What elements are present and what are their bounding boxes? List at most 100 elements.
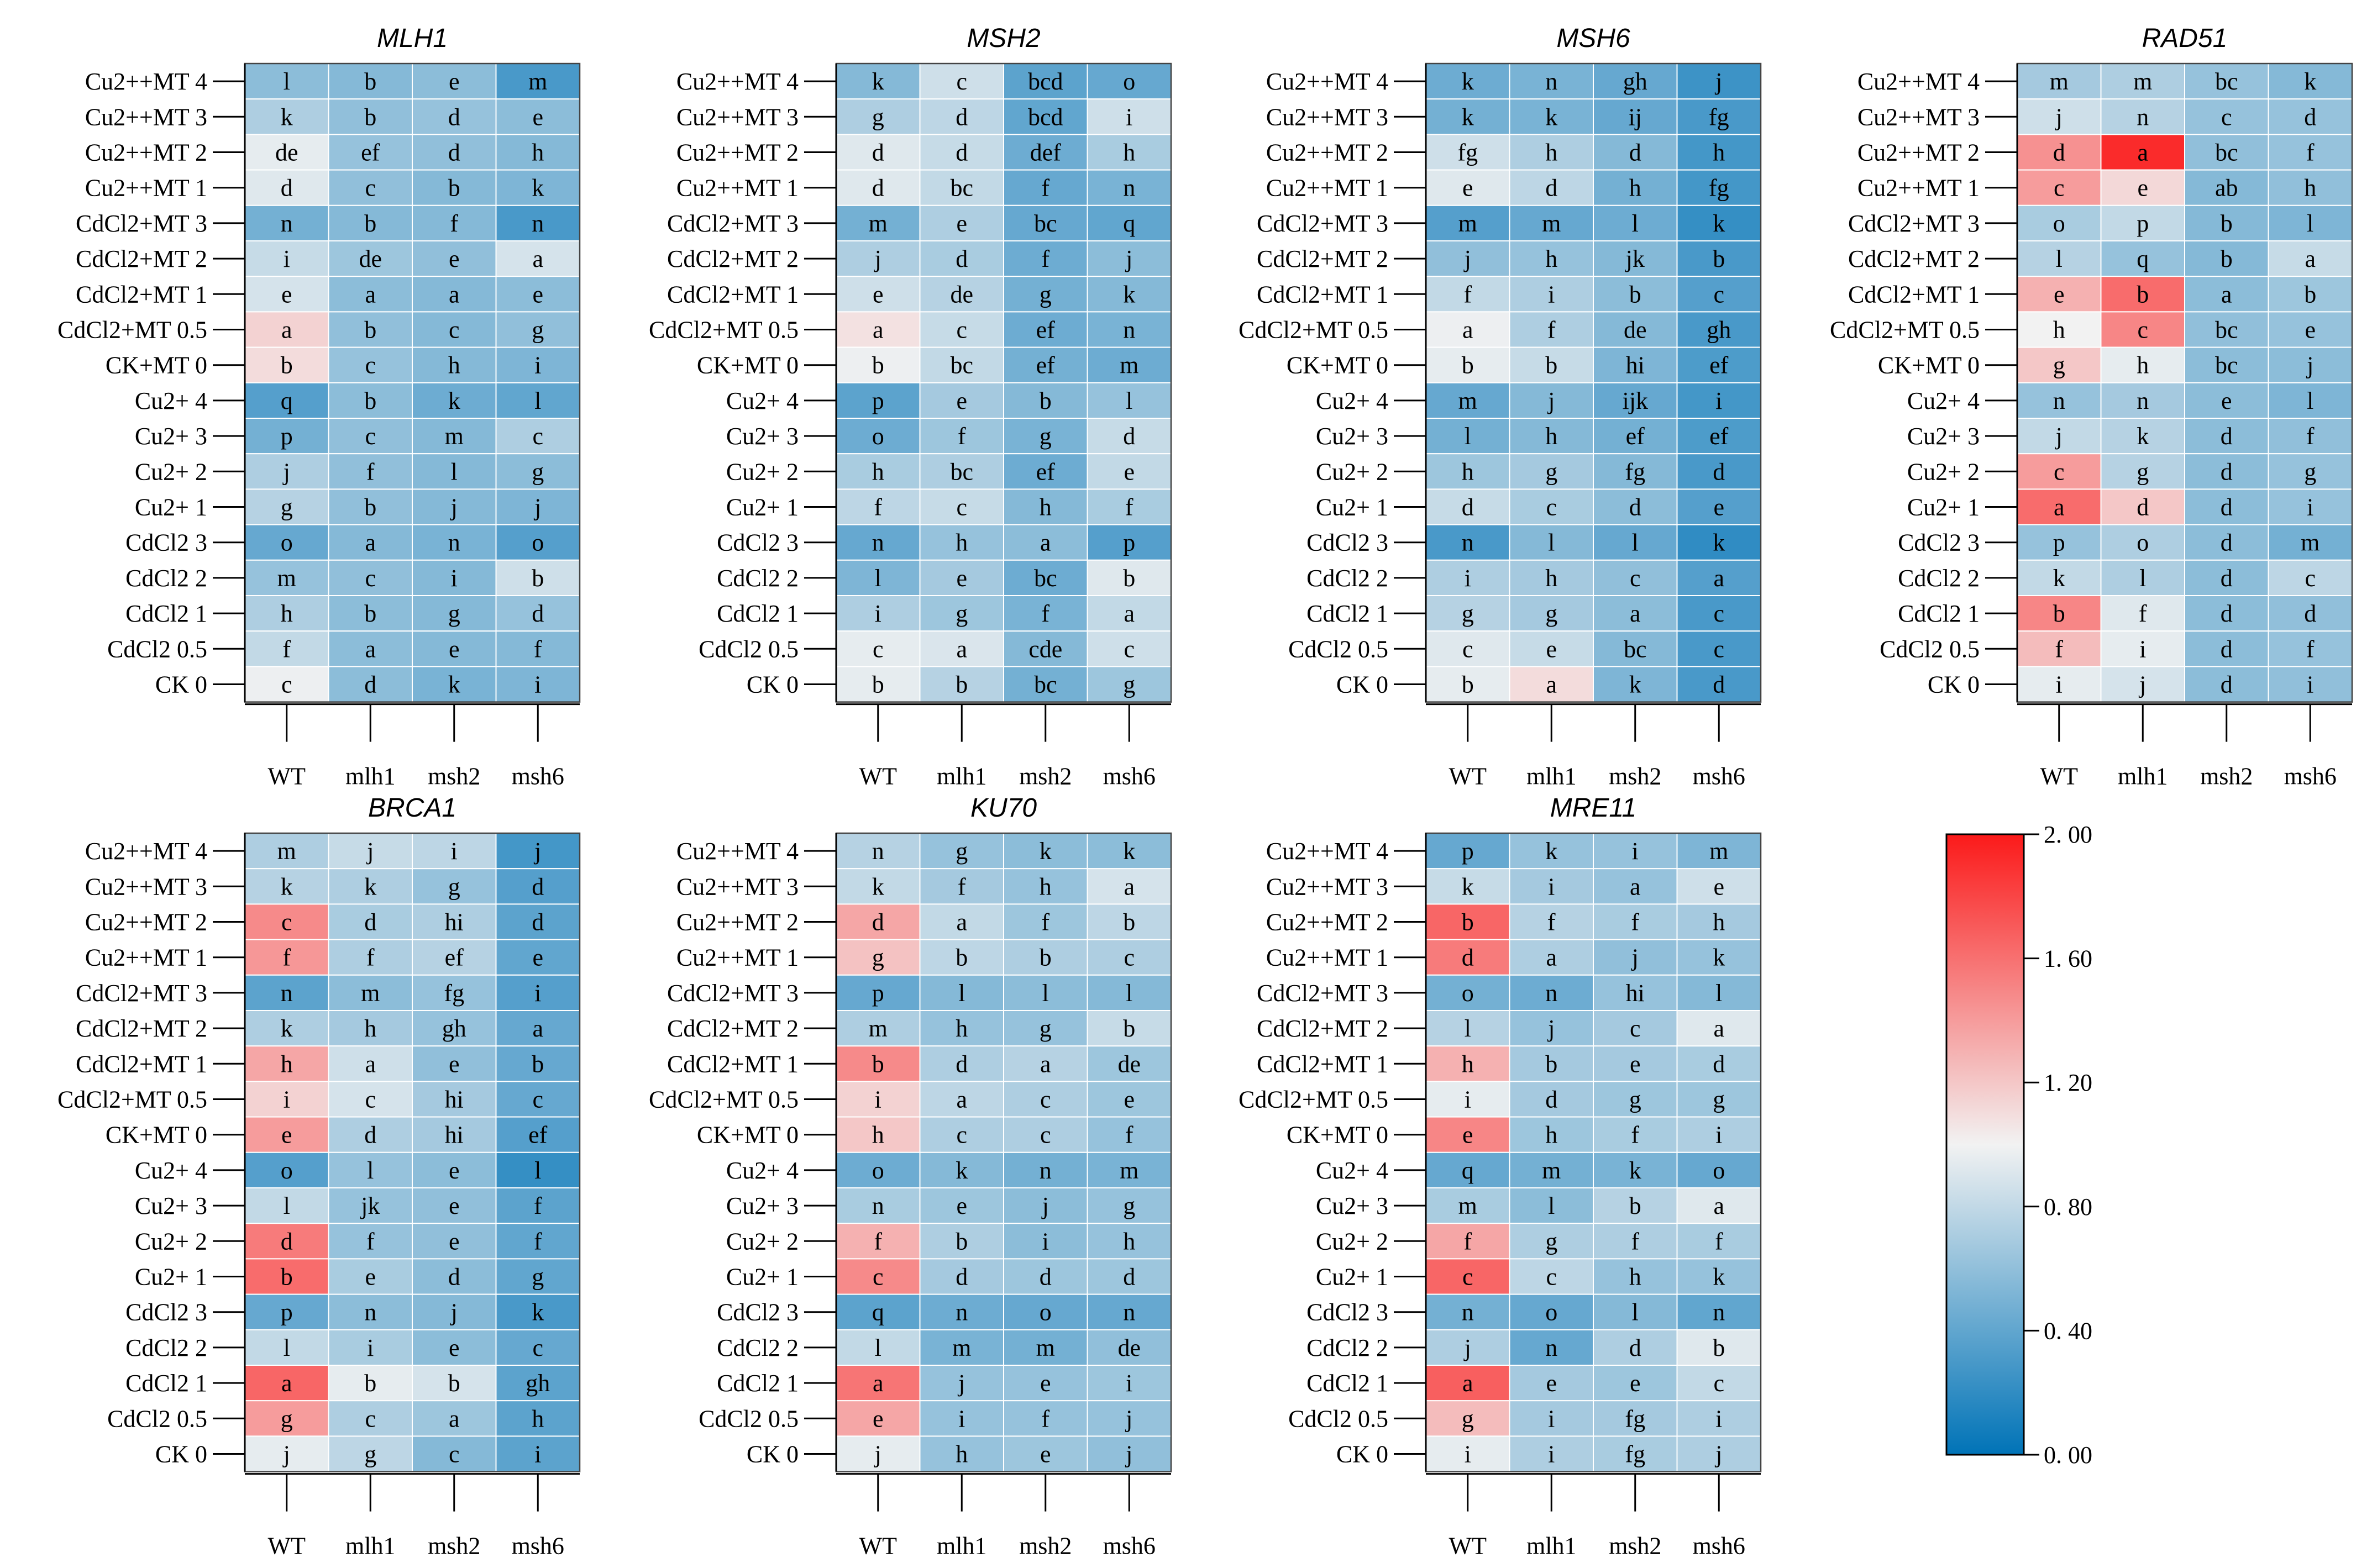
column-label: msh6 <box>1693 763 1745 790</box>
cell-letter: ij <box>1629 103 1642 130</box>
heatmap-cell <box>1425 868 1510 905</box>
cell-letter: m <box>528 68 547 95</box>
cell-letter: f <box>1547 909 1556 936</box>
row-label: CdCl2 2 <box>1898 565 1980 592</box>
row-label: CdCl2 1 <box>717 1370 799 1397</box>
heatmap-cell <box>1425 1365 1510 1402</box>
heatmap-cell <box>328 1400 413 1437</box>
heatmap-cell <box>1087 1187 1172 1224</box>
cell-letter: o <box>1040 1299 1052 1326</box>
row-label: Cu2+ 3 <box>726 1192 799 1219</box>
cell-letter: gh <box>1623 68 1647 95</box>
cell-letter: fg <box>1457 139 1478 166</box>
heatmap-cell <box>1087 311 1172 348</box>
heatmap-cell <box>919 903 1004 940</box>
heatmap-cell <box>1676 666 1761 703</box>
row-label: Cu2+ 1 <box>135 1264 207 1291</box>
colorbar-bar <box>1945 833 2025 1456</box>
heatmap-cell <box>495 630 580 667</box>
heatmap-cell <box>919 240 1004 277</box>
cell-letter: f <box>1041 600 1049 627</box>
cell-letter: de <box>1117 1334 1141 1361</box>
row-label: CdCl2 0.5 <box>1288 635 1388 662</box>
cell-letter: a <box>1630 873 1641 900</box>
heatmap-cell <box>1003 1187 1088 1224</box>
cell-letter: c <box>873 635 884 662</box>
heatmap-cell <box>412 939 497 976</box>
row-label: CdCl2 2 <box>717 1334 799 1361</box>
cell-letter: g <box>1545 1228 1557 1255</box>
cell-letter: d <box>532 873 544 900</box>
cell-letter: d <box>448 139 460 166</box>
cell-letter: i <box>2139 635 2146 662</box>
heatmap-cell <box>1425 1435 1510 1472</box>
heatmap-cell <box>2100 418 2185 455</box>
cell-letter: b <box>872 1050 884 1077</box>
cell-letter: l <box>1632 1299 1639 1326</box>
cell-letter: b <box>1545 352 1557 379</box>
column-label: WT <box>1449 763 1487 790</box>
cell-letter: h <box>1545 565 1557 592</box>
heatmap-cell <box>1425 974 1510 1012</box>
cell-letter: l <box>875 565 881 592</box>
cell-letter: m <box>445 423 464 450</box>
cell-letter: g <box>281 1405 293 1432</box>
heatmap-cell <box>836 1151 921 1189</box>
cell-letter: c <box>365 565 376 592</box>
row-label: CdCl2 0.5 <box>699 635 799 662</box>
row-label: CdCl2 3 <box>125 1299 207 1326</box>
heatmap-cell <box>244 868 329 905</box>
heatmap-cell <box>2017 630 2102 667</box>
cell-letter: b <box>364 600 376 627</box>
cell-letter: i <box>1126 1370 1132 1397</box>
cell-letter: o <box>872 1157 884 1184</box>
cell-letter: e <box>1713 873 1724 900</box>
cell-letter: n <box>1713 1299 1725 1326</box>
row-label: Cu2+ 1 <box>1907 494 1980 521</box>
cell-letter: k <box>2053 565 2065 592</box>
heatmap-cell <box>1509 1223 1594 1260</box>
cell-letter: b <box>1123 565 1135 592</box>
heatmap-cell <box>919 453 1004 490</box>
cell-letter: k <box>364 873 376 900</box>
cell-letter: o <box>1545 1299 1557 1326</box>
column-label: WT <box>268 763 306 790</box>
heatmap-cell <box>919 134 1004 171</box>
cell-letter: h <box>1462 458 1474 485</box>
cell-letter: l <box>2139 565 2146 592</box>
heatmap-cell <box>1676 1187 1761 1224</box>
row-label: Cu2+ 4 <box>1316 387 1388 414</box>
heatmap-cell <box>919 1045 1004 1082</box>
cell-letter: c <box>956 68 967 95</box>
cell-letter: n <box>1462 1299 1474 1326</box>
row-label: Cu2++MT 2 <box>85 139 207 166</box>
cell-letter: g <box>956 838 968 865</box>
cell-letter: c <box>2305 565 2316 592</box>
cell-letter: l <box>875 1334 881 1361</box>
heatmap-cell <box>2184 169 2269 206</box>
cell-letter: g <box>1123 1192 1135 1219</box>
heatmap-cell <box>1003 833 1088 870</box>
cell-letter: j <box>1547 1015 1555 1042</box>
heatmap-cell <box>495 1400 580 1437</box>
cell-letter: m <box>277 565 296 592</box>
row-label: Cu2++MT 3 <box>1266 103 1388 130</box>
cell-letter: d <box>281 175 293 202</box>
heatmap-cell <box>1676 1435 1761 1472</box>
heatmap-cell <box>1676 276 1761 313</box>
cell-letter: f <box>282 635 291 662</box>
cell-letter: bc <box>1034 210 1057 237</box>
cell-letter: hi <box>445 909 464 936</box>
cell-letter: m <box>277 838 296 865</box>
cell-letter: k <box>1462 873 1474 900</box>
cell-letter: c <box>2054 458 2065 485</box>
row-label: CdCl2 0.5 <box>107 1405 207 1432</box>
heatmap-cell <box>1593 595 1678 632</box>
cell-letter: ef <box>1036 317 1056 344</box>
cell-letter: l <box>284 1334 290 1361</box>
heatmap-cell <box>1003 666 1088 703</box>
column-label: WT <box>859 1533 898 1560</box>
cell-letter: g <box>364 1441 376 1468</box>
cell-letter: b <box>364 68 376 95</box>
heatmap-cell <box>1425 1187 1510 1224</box>
